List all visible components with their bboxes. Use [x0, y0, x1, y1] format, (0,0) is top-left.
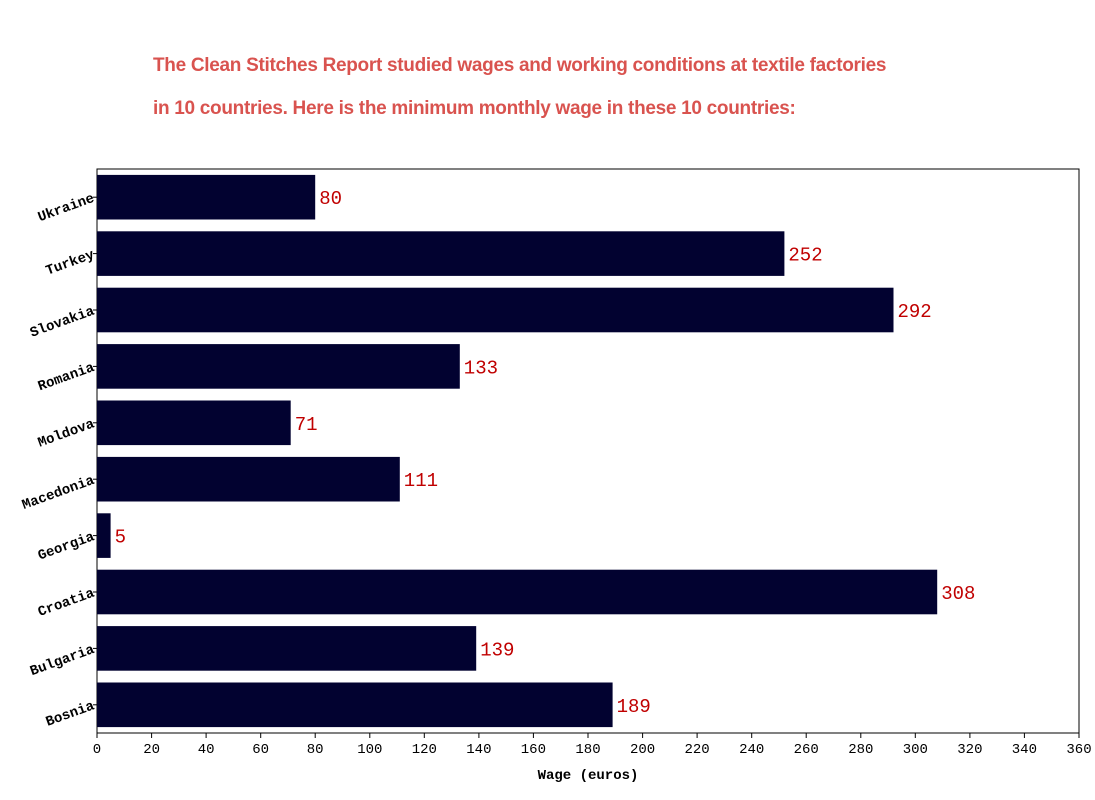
category-label-moldova: Moldova [36, 416, 97, 451]
bar-georgia [97, 513, 111, 558]
category-label-bosnia: Bosnia [44, 698, 97, 730]
x-tick-label-140: 140 [466, 742, 491, 758]
x-tick-label-340: 340 [1012, 742, 1037, 758]
value-labels-group: 80 252 292 133 71 111 5 308 139 189 [115, 188, 976, 718]
y-axis: Ukraine Turkey Slovakia Romania Moldova Maced… [20, 191, 97, 731]
chart-title: The Clean Stitches Report studied wages … [153, 44, 1013, 130]
x-tick-label-180: 180 [575, 742, 600, 758]
category-label-slovakia: Slovakia [28, 303, 97, 341]
bar-romania [97, 344, 460, 389]
chart-title-line-2: in 10 countries. Here is the minimum mon… [153, 98, 796, 119]
x-tick-label-80: 80 [307, 742, 324, 758]
value-label-slovakia: 292 [898, 301, 932, 323]
x-tick-label-220: 220 [684, 742, 709, 758]
category-label-macedonia: Macedonia [20, 473, 97, 514]
bar-ukraine [97, 174, 316, 220]
category-label-croatia: Croatia [36, 585, 97, 620]
x-tick-label-240: 240 [739, 742, 764, 758]
category-label-ukraine: Ukraine [36, 191, 97, 226]
value-label-croatia: 308 [941, 583, 975, 605]
bar-turkey [97, 231, 785, 276]
value-label-moldova: 71 [295, 414, 318, 436]
value-label-bosnia: 189 [617, 696, 651, 718]
x-axis-title: Wage (euros) [538, 768, 639, 784]
x-tick-label-20: 20 [143, 742, 160, 758]
chart-title-line-1: The Clean Stitches Report studied wages … [153, 55, 887, 76]
x-tick-label-280: 280 [848, 742, 873, 758]
bar-bulgaria [97, 626, 477, 671]
category-label-turkey: Turkey [44, 247, 97, 279]
value-label-bulgaria: 139 [480, 639, 514, 661]
bar-macedonia [97, 456, 400, 502]
x-tick-label-200: 200 [630, 742, 655, 758]
value-label-turkey: 252 [788, 245, 822, 267]
value-label-macedonia: 111 [404, 470, 438, 492]
category-label-bulgaria: Bulgaria [28, 642, 97, 680]
bars-group [97, 174, 938, 728]
category-label-romania: Romania [36, 360, 97, 395]
bar-slovakia [97, 287, 894, 333]
x-tick-label-60: 60 [252, 742, 269, 758]
x-tick-label-100: 100 [357, 742, 382, 758]
x-tick-label-320: 320 [957, 742, 982, 758]
x-tick-label-40: 40 [198, 742, 215, 758]
bar-croatia [97, 569, 938, 615]
value-label-georgia: 5 [115, 527, 126, 549]
x-tick-label-300: 300 [903, 742, 928, 758]
x-tick-label-360: 360 [1066, 742, 1091, 758]
x-tick-label-160: 160 [521, 742, 546, 758]
bar-moldova [97, 400, 291, 446]
x-tick-label-260: 260 [794, 742, 819, 758]
value-label-ukraine: 80 [319, 188, 342, 210]
x-tick-label-0: 0 [93, 742, 101, 758]
value-label-romania: 133 [464, 357, 498, 379]
x-axis: 0 20 40 60 80 100 120 140 160 180 200 220 240 260 280 3… [93, 733, 1092, 758]
bar-bosnia [97, 682, 613, 728]
x-tick-label-120: 120 [412, 742, 437, 758]
category-label-georgia: Georgia [36, 529, 97, 564]
